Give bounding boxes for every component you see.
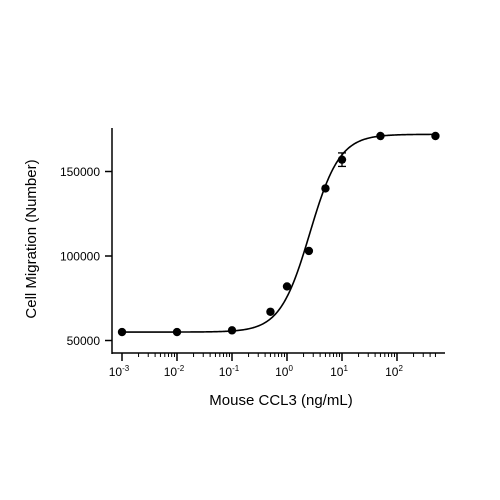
x-tick-label: 100 xyxy=(275,364,293,379)
data-point xyxy=(431,131,440,141)
y-tick-label: 150000 xyxy=(60,165,100,179)
data-point xyxy=(117,327,127,337)
data-point xyxy=(376,131,385,141)
x-tick-base: 10 xyxy=(164,365,178,379)
x-tick-base: 10 xyxy=(330,365,344,379)
data-point xyxy=(282,282,292,291)
data-point xyxy=(304,246,314,256)
x-axis-ticks: 10-3 10-2 10-1 100 101 102 xyxy=(109,353,436,379)
fit-curve xyxy=(122,133,436,333)
x-tick-base: 10 xyxy=(109,365,123,379)
y-tick-label: 50000 xyxy=(67,334,101,348)
x-tick-label: 10-2 xyxy=(164,364,185,379)
data-point xyxy=(227,326,237,335)
x-tick-exponent: -3 xyxy=(122,364,130,373)
y-tick-label: 100000 xyxy=(60,250,100,264)
x-tick-exponent: -2 xyxy=(177,364,185,373)
data-point xyxy=(337,155,347,164)
x-tick-label: 102 xyxy=(385,364,403,379)
data-point xyxy=(321,184,330,193)
x-tick-exponent: 1 xyxy=(343,364,348,373)
y-axis-title: Cell Migration (Number) xyxy=(23,159,40,318)
x-tick-exponent: 2 xyxy=(398,364,403,373)
x-tick-label: 10-1 xyxy=(219,364,240,379)
x-tick-exponent: -1 xyxy=(232,364,240,373)
x-tick-label: 101 xyxy=(330,364,348,379)
x-tick-base: 10 xyxy=(219,365,233,379)
x-tick-base: 10 xyxy=(275,365,289,379)
x-tick-label: 10-3 xyxy=(109,364,130,379)
data-point xyxy=(172,327,182,337)
data-point xyxy=(266,307,275,316)
data-points xyxy=(117,131,440,337)
x-tick-exponent: 0 xyxy=(288,364,293,373)
y-axis-ticks: 50000 100000 150000 xyxy=(60,165,112,348)
x-axis-title: Mouse CCL3 (ng/mL) xyxy=(209,392,352,409)
x-tick-base: 10 xyxy=(385,365,399,379)
